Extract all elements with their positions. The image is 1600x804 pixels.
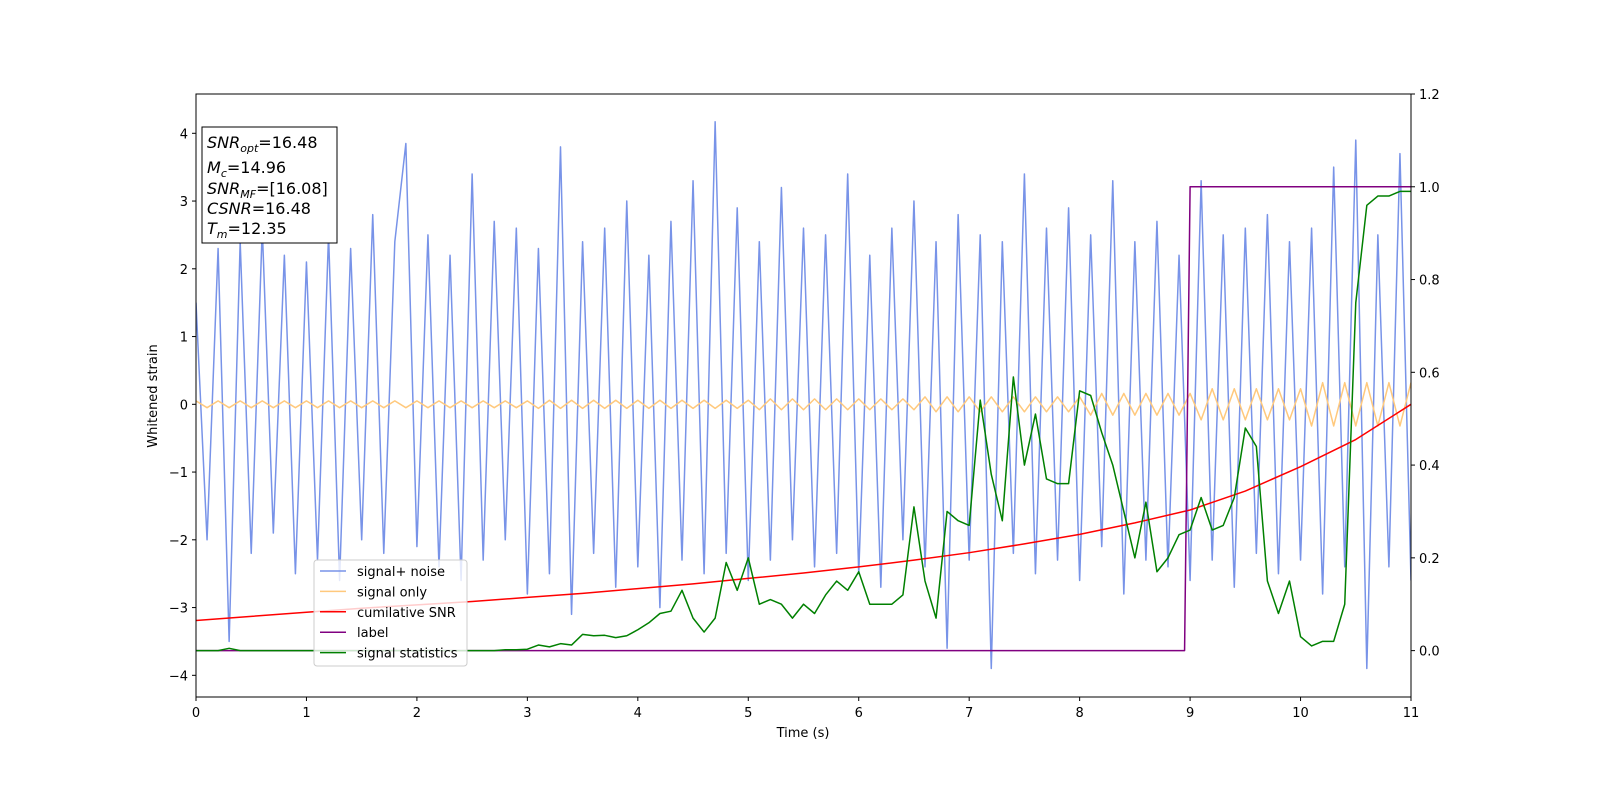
- y-tick-label: 4: [180, 127, 188, 142]
- x-axis-label: Time (s): [776, 726, 830, 741]
- x-tick-label: 0: [192, 706, 200, 721]
- y2-tick-label: 1.0: [1419, 181, 1440, 196]
- x-tick-label: 2: [413, 706, 421, 721]
- legend-box: [313, 559, 468, 667]
- x-tick-label: 3: [523, 706, 531, 721]
- y2-tick-label: 0.6: [1419, 366, 1440, 381]
- y2-tick-label: 0.2: [1419, 552, 1440, 567]
- series-line: [196, 121, 1411, 670]
- annotation-box: [201, 126, 338, 244]
- annotation-sub: m: [217, 228, 228, 241]
- legend-label: cumilative SNR: [357, 606, 456, 621]
- legend-label: signal only: [357, 585, 427, 600]
- annotation-sub: c: [221, 167, 227, 180]
- annotation-name: CSNR: [207, 199, 252, 218]
- annotation-line: CSNR=16.48: [207, 199, 311, 218]
- x-tick-label: 8: [1075, 706, 1083, 721]
- annotation-sub: opt: [240, 142, 259, 155]
- annotation-value: =12.35: [228, 219, 287, 238]
- y2-tick-label: 1.2: [1419, 88, 1440, 103]
- y-tick-label: 3: [180, 195, 188, 210]
- y-tick-label: 1: [180, 331, 188, 346]
- annotation-line: Mc=14.96: [207, 158, 286, 180]
- series-line: [196, 186, 1411, 652]
- y-tick-label: −4: [169, 669, 188, 684]
- x-tick-label: 1: [302, 706, 310, 721]
- annotation-line: SNRMF=[16.08]: [207, 179, 328, 201]
- x-tick-label: 9: [1186, 706, 1194, 721]
- annotation-value: =16.48: [258, 133, 317, 152]
- annotation-name: T: [207, 219, 218, 238]
- y2-tick-label: 0.8: [1419, 274, 1440, 289]
- annotation-name: M: [207, 158, 221, 177]
- y-tick-label: 2: [180, 263, 188, 278]
- annotation-name: SNR: [207, 133, 240, 152]
- annotation-value: =16.48: [252, 199, 311, 218]
- annotation-line: Tm=12.35: [207, 219, 287, 241]
- annotation: SNRopt=16.48Mc=14.96SNRMF=[16.08]CSNR=16…: [207, 133, 328, 241]
- annotation-line: SNRopt=16.48: [207, 133, 318, 155]
- x-tick-label: 10: [1292, 706, 1309, 721]
- x-tick-label: 4: [634, 706, 642, 721]
- y-tick-label: 0: [180, 398, 188, 413]
- x-tick-label: 11: [1403, 706, 1420, 721]
- axes-frame: [195, 93, 1412, 698]
- legend-label: label: [357, 626, 388, 641]
- y-axis-label: Whitened strain: [146, 344, 161, 447]
- x-tick-label: 5: [744, 706, 752, 721]
- y-tick-label: −3: [169, 602, 188, 617]
- y-tick-label: −1: [169, 466, 188, 481]
- x-tick-label: 7: [965, 706, 973, 721]
- annotation-sub: MF: [240, 188, 256, 201]
- legend-label: signal+ noise: [357, 565, 445, 580]
- y-tick-label: −2: [169, 534, 188, 549]
- y2-tick-label: 0.4: [1419, 459, 1440, 474]
- legend: signal+ noise signal only cumilative SNR la…: [320, 565, 458, 662]
- annotation-value: =14.96: [227, 158, 286, 177]
- series-line: [196, 381, 1411, 427]
- x-tick-label: 6: [855, 706, 863, 721]
- legend-label: signal statistics: [357, 647, 458, 662]
- annotation-name: SNR: [207, 179, 240, 198]
- y2-tick-label: 0.0: [1419, 645, 1440, 660]
- annotation-value: =[16.08]: [256, 179, 328, 198]
